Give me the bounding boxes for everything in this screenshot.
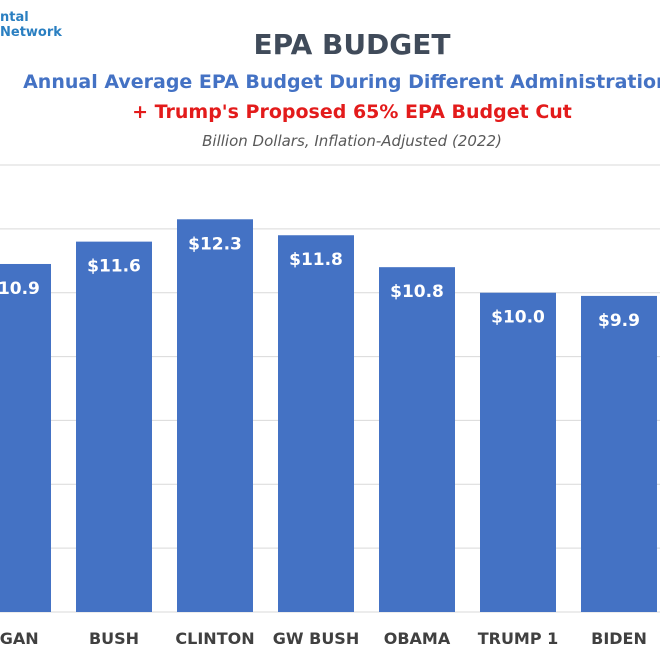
category-label: TRUMP 1 — [478, 629, 559, 648]
logo-line-2: Network — [0, 25, 62, 40]
category-label: OBAMA — [384, 629, 451, 648]
bar — [76, 241, 152, 612]
category-label: GW BUSH — [273, 629, 359, 648]
chart-subtitle-units: Billion Dollars, Inflation-Adjusted (202… — [202, 132, 502, 150]
category-label: BIDEN — [591, 629, 647, 648]
chart-title: EPA BUDGET — [253, 28, 451, 61]
bar — [480, 292, 556, 612]
bar — [177, 219, 253, 612]
data-label: $11.8 — [289, 250, 343, 270]
data-label: $10.8 — [390, 282, 444, 302]
bar — [379, 267, 455, 612]
category-label: CLINTON — [175, 629, 254, 648]
chart-subtitle-cut: + Trump's Proposed 65% EPA Budget Cut — [132, 101, 572, 123]
data-label: $9.9 — [598, 311, 640, 331]
data-label: $10.0 — [491, 308, 545, 328]
category-label: BUSH — [89, 629, 139, 648]
bar — [278, 235, 354, 612]
chart-subtitle: Annual Average EPA Budget During Differe… — [23, 71, 660, 93]
data-label: $11.6 — [87, 257, 141, 277]
bar — [0, 263, 51, 612]
logo: ntal Network — [0, 10, 62, 40]
category-label: AGAN — [0, 629, 39, 648]
data-label: $10.9 — [0, 279, 40, 299]
logo-line-1: ntal — [0, 10, 29, 25]
bar — [581, 295, 657, 612]
data-label: $12.3 — [188, 234, 242, 254]
